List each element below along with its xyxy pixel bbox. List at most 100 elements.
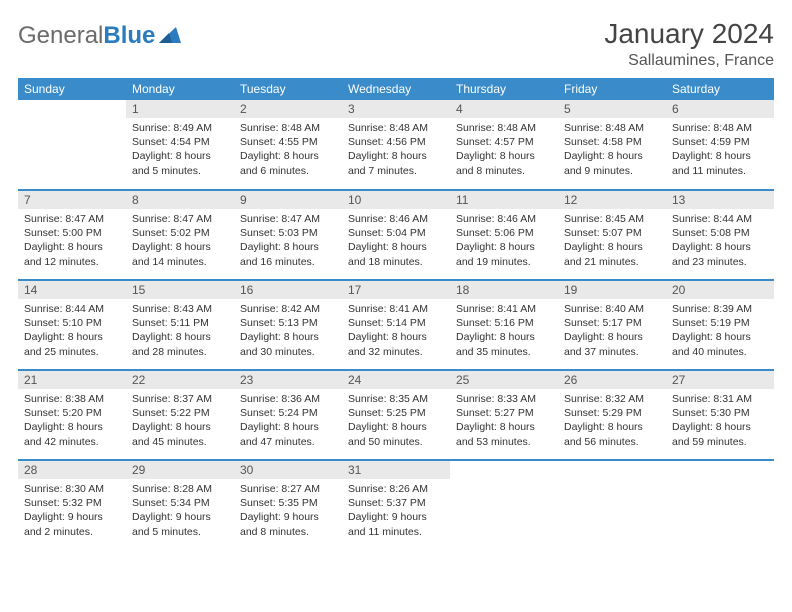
day-number: 12	[558, 191, 666, 209]
day-detail: Sunrise: 8:44 AMSunset: 5:08 PMDaylight:…	[666, 209, 774, 273]
day-detail: Sunrise: 8:41 AMSunset: 5:14 PMDaylight:…	[342, 299, 450, 363]
day-detail: Sunrise: 8:49 AMSunset: 4:54 PMDaylight:…	[126, 118, 234, 182]
sunset-text: Sunset: 5:30 PM	[672, 406, 768, 420]
day-detail: Sunrise: 8:41 AMSunset: 5:16 PMDaylight:…	[450, 299, 558, 363]
sunset-text: Sunset: 5:07 PM	[564, 226, 660, 240]
day-number: 10	[342, 191, 450, 209]
sunrise-text: Sunrise: 8:41 AM	[456, 302, 552, 316]
calendar-day-cell: 11Sunrise: 8:46 AMSunset: 5:06 PMDayligh…	[450, 190, 558, 280]
day-number: 16	[234, 281, 342, 299]
calendar-week-row: 28Sunrise: 8:30 AMSunset: 5:32 PMDayligh…	[18, 460, 774, 550]
calendar-week-row: 14Sunrise: 8:44 AMSunset: 5:10 PMDayligh…	[18, 280, 774, 370]
sunrise-text: Sunrise: 8:36 AM	[240, 392, 336, 406]
sunset-text: Sunset: 5:37 PM	[348, 496, 444, 510]
day-number: 19	[558, 281, 666, 299]
sunset-text: Sunset: 4:58 PM	[564, 135, 660, 149]
day-number: 18	[450, 281, 558, 299]
daylight-text: Daylight: 8 hours and 23 minutes.	[672, 240, 768, 268]
day-header: Friday	[558, 78, 666, 100]
daylight-text: Daylight: 8 hours and 50 minutes.	[348, 420, 444, 448]
daylight-text: Daylight: 8 hours and 45 minutes.	[132, 420, 228, 448]
sunrise-text: Sunrise: 8:44 AM	[24, 302, 120, 316]
day-header: Thursday	[450, 78, 558, 100]
sunrise-text: Sunrise: 8:46 AM	[348, 212, 444, 226]
day-number: 15	[126, 281, 234, 299]
header: GeneralBlue January 2024 Sallaumines, Fr…	[18, 18, 774, 70]
day-detail: Sunrise: 8:30 AMSunset: 5:32 PMDaylight:…	[18, 479, 126, 543]
sunset-text: Sunset: 5:29 PM	[564, 406, 660, 420]
sunset-text: Sunset: 5:34 PM	[132, 496, 228, 510]
sunrise-text: Sunrise: 8:38 AM	[24, 392, 120, 406]
sunrise-text: Sunrise: 8:27 AM	[240, 482, 336, 496]
day-header: Wednesday	[342, 78, 450, 100]
day-number: 24	[342, 371, 450, 389]
calendar-day-cell: 10Sunrise: 8:46 AMSunset: 5:04 PMDayligh…	[342, 190, 450, 280]
sunrise-text: Sunrise: 8:47 AM	[24, 212, 120, 226]
calendar-day-cell: 9Sunrise: 8:47 AMSunset: 5:03 PMDaylight…	[234, 190, 342, 280]
day-detail: Sunrise: 8:48 AMSunset: 4:58 PMDaylight:…	[558, 118, 666, 182]
day-number: 13	[666, 191, 774, 209]
day-number: 7	[18, 191, 126, 209]
sunrise-text: Sunrise: 8:33 AM	[456, 392, 552, 406]
sunrise-text: Sunrise: 8:47 AM	[240, 212, 336, 226]
daylight-text: Daylight: 8 hours and 32 minutes.	[348, 330, 444, 358]
sunrise-text: Sunrise: 8:39 AM	[672, 302, 768, 316]
sunset-text: Sunset: 5:13 PM	[240, 316, 336, 330]
sunset-text: Sunset: 5:02 PM	[132, 226, 228, 240]
daylight-text: Daylight: 8 hours and 6 minutes.	[240, 149, 336, 177]
sunset-text: Sunset: 5:27 PM	[456, 406, 552, 420]
sunrise-text: Sunrise: 8:40 AM	[564, 302, 660, 316]
day-detail: Sunrise: 8:46 AMSunset: 5:04 PMDaylight:…	[342, 209, 450, 273]
daylight-text: Daylight: 8 hours and 30 minutes.	[240, 330, 336, 358]
location-text: Sallaumines, France	[604, 52, 774, 70]
day-number: 11	[450, 191, 558, 209]
calendar-day-cell	[18, 100, 126, 190]
calendar-day-cell: 18Sunrise: 8:41 AMSunset: 5:16 PMDayligh…	[450, 280, 558, 370]
sunrise-text: Sunrise: 8:41 AM	[348, 302, 444, 316]
logo-text-general: General	[18, 22, 103, 50]
calendar-day-cell: 28Sunrise: 8:30 AMSunset: 5:32 PMDayligh…	[18, 460, 126, 550]
calendar-day-cell: 26Sunrise: 8:32 AMSunset: 5:29 PMDayligh…	[558, 370, 666, 460]
calendar-day-cell	[666, 460, 774, 550]
sunset-text: Sunset: 4:57 PM	[456, 135, 552, 149]
sunrise-text: Sunrise: 8:32 AM	[564, 392, 660, 406]
sunset-text: Sunset: 5:04 PM	[348, 226, 444, 240]
day-number: 3	[342, 100, 450, 118]
day-number: 1	[126, 100, 234, 118]
day-header: Saturday	[666, 78, 774, 100]
calendar-day-cell: 14Sunrise: 8:44 AMSunset: 5:10 PMDayligh…	[18, 280, 126, 370]
sunset-text: Sunset: 5:17 PM	[564, 316, 660, 330]
sunrise-text: Sunrise: 8:48 AM	[240, 121, 336, 135]
calendar-day-cell: 12Sunrise: 8:45 AMSunset: 5:07 PMDayligh…	[558, 190, 666, 280]
day-number	[18, 100, 126, 104]
day-detail: Sunrise: 8:42 AMSunset: 5:13 PMDaylight:…	[234, 299, 342, 363]
daylight-text: Daylight: 8 hours and 25 minutes.	[24, 330, 120, 358]
day-number: 28	[18, 461, 126, 479]
sunset-text: Sunset: 5:11 PM	[132, 316, 228, 330]
sunset-text: Sunset: 5:10 PM	[24, 316, 120, 330]
day-detail: Sunrise: 8:45 AMSunset: 5:07 PMDaylight:…	[558, 209, 666, 273]
daylight-text: Daylight: 8 hours and 53 minutes.	[456, 420, 552, 448]
sunrise-text: Sunrise: 8:35 AM	[348, 392, 444, 406]
calendar-day-cell: 27Sunrise: 8:31 AMSunset: 5:30 PMDayligh…	[666, 370, 774, 460]
sunset-text: Sunset: 4:55 PM	[240, 135, 336, 149]
daylight-text: Daylight: 8 hours and 59 minutes.	[672, 420, 768, 448]
sunrise-text: Sunrise: 8:47 AM	[132, 212, 228, 226]
sunrise-text: Sunrise: 8:45 AM	[564, 212, 660, 226]
day-detail: Sunrise: 8:47 AMSunset: 5:00 PMDaylight:…	[18, 209, 126, 273]
day-detail: Sunrise: 8:33 AMSunset: 5:27 PMDaylight:…	[450, 389, 558, 453]
sunrise-text: Sunrise: 8:46 AM	[456, 212, 552, 226]
daylight-text: Daylight: 8 hours and 14 minutes.	[132, 240, 228, 268]
calendar-day-cell: 20Sunrise: 8:39 AMSunset: 5:19 PMDayligh…	[666, 280, 774, 370]
sunrise-text: Sunrise: 8:44 AM	[672, 212, 768, 226]
day-header: Monday	[126, 78, 234, 100]
calendar-day-cell: 7Sunrise: 8:47 AMSunset: 5:00 PMDaylight…	[18, 190, 126, 280]
logo: GeneralBlue	[18, 22, 181, 50]
day-number: 4	[450, 100, 558, 118]
logo-mark-icon	[159, 22, 181, 50]
day-number: 23	[234, 371, 342, 389]
calendar-day-cell: 13Sunrise: 8:44 AMSunset: 5:08 PMDayligh…	[666, 190, 774, 280]
daylight-text: Daylight: 8 hours and 37 minutes.	[564, 330, 660, 358]
day-detail: Sunrise: 8:47 AMSunset: 5:02 PMDaylight:…	[126, 209, 234, 273]
day-number: 9	[234, 191, 342, 209]
